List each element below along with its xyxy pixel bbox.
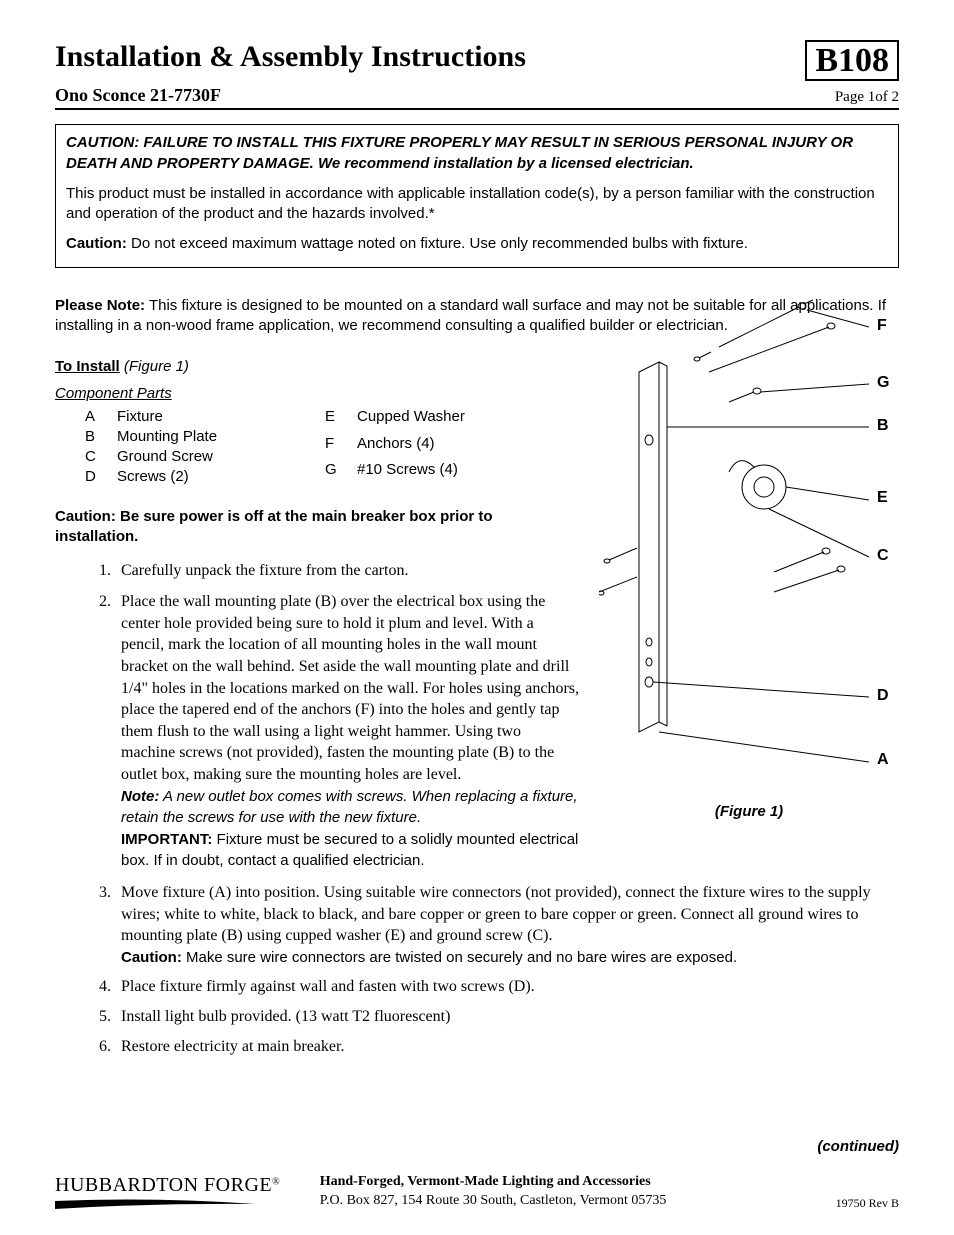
fig-label-g: G [877, 374, 889, 391]
footer: HUBBARDTON FORGE® Hand-Forged, Vermont-M… [55, 1173, 899, 1211]
part-name: Mounting Plate [117, 428, 325, 445]
caution-p3-body: Do not exceed maximum wattage noted on f… [127, 235, 748, 252]
part-name: Cupped Washer [357, 408, 465, 432]
caution-p3: Caution: Do not exceed maximum wattage n… [66, 234, 888, 254]
figure-caption: (Figure 1) [599, 803, 899, 820]
caution-box: CAUTION: FAILURE TO INSTALL THIS FIXTURE… [55, 124, 899, 267]
part-letter: E [325, 408, 347, 432]
caution-main: CAUTION: FAILURE TO INSTALL THIS FIXTURE… [66, 133, 888, 174]
caution-lead-body: FAILURE TO INSTALL THIS FIXTURE PROPERLY… [66, 134, 853, 171]
caution-power: Caution: Be sure power is off at the mai… [55, 507, 579, 548]
parts-col-right: E Cupped Washer F Anchors (4) G #10 Screws … [325, 408, 465, 485]
step-2: Place the wall mounting plate (B) over t… [115, 591, 579, 872]
doc-code-box: B108 [805, 40, 899, 81]
to-install-fig: (Figure 1) [120, 358, 189, 375]
step-1: Carefully unpack the fixture from the ca… [115, 560, 579, 582]
footer-address: P.O. Box 827, 154 Route 30 South, Castle… [320, 1193, 667, 1208]
parts-col-left: A Fixture B Mounting Plate C Ground Screw D… [85, 408, 325, 485]
step-body: Move fixture (A) into position. Using su… [121, 884, 871, 944]
figure-1: F G B E C D A (Figure 1) [599, 292, 899, 882]
footer-center: Hand-Forged, Vermont-Made Lighting and A… [320, 1173, 836, 1211]
fig-label-c: C [877, 547, 889, 564]
step-body: Restore electricity at main breaker. [121, 1038, 344, 1055]
caution-p2: This product must be installed in accord… [66, 184, 888, 225]
step-caution-lead: Caution: [121, 949, 182, 966]
part-letter: F [325, 435, 347, 459]
continued-label: (continued) [817, 1138, 899, 1155]
part-letter: C [85, 448, 107, 465]
step-note-lead: Note: [121, 788, 159, 805]
step-important-lead: IMPORTANT: [121, 831, 212, 848]
component-parts-list: A Fixture B Mounting Plate C Ground Screw D… [85, 408, 579, 485]
step-5: Install light bulb provided. (13 watt T2… [115, 1006, 899, 1028]
steps-list-narrow: Carefully unpack the fixture from the ca… [91, 560, 579, 872]
fig-label-e: E [877, 489, 888, 506]
fig-label-d: D [877, 687, 889, 704]
part-name: Screws (2) [117, 468, 325, 485]
part-letter: B [85, 428, 107, 445]
step-body: Place the wall mounting plate (B) over t… [121, 593, 579, 783]
steps-list-wide: Move fixture (A) into position. Using su… [91, 882, 899, 1057]
part-letter: D [85, 468, 107, 485]
fig-label-b: B [877, 417, 889, 434]
footer-brand: HUBBARDTON FORGE® [55, 1174, 280, 1211]
please-note-lead: Please Note: [55, 297, 145, 314]
part-letter: G [325, 461, 347, 485]
fig-label-f: F [877, 317, 887, 334]
brand-name: HUBBARDTON FORGE [55, 1174, 272, 1196]
step-caution-body: Make sure wire connectors are twisted on… [182, 949, 737, 966]
footer-rev: 19750 Rev B [836, 1196, 899, 1211]
main-title: Installation & Assembly Instructions [55, 40, 526, 74]
step-3: Move fixture (A) into position. Using su… [115, 882, 899, 968]
caution-p3-lead: Caution: [66, 235, 127, 252]
step-4: Place fixture firmly against wall and fa… [115, 976, 899, 998]
part-letter: A [85, 408, 107, 425]
step-6: Restore electricity at main breaker. [115, 1036, 899, 1058]
step-body: Place fixture firmly against wall and fa… [121, 978, 535, 995]
part-name: Anchors (4) [357, 435, 465, 459]
brand-registered-icon: ® [272, 1177, 280, 1188]
product-name: Ono Sconce 21-7730F [55, 85, 221, 106]
part-name: Fixture [117, 408, 325, 425]
brand-swoosh-icon [55, 1197, 255, 1211]
part-name: #10 Screws (4) [357, 461, 465, 485]
page-number: Page 1of 2 [835, 89, 899, 106]
figure-svg: F G B E C D A [599, 292, 899, 792]
footer-tagline: Hand-Forged, Vermont-Made Lighting and A… [320, 1174, 651, 1189]
step-body: Install light bulb provided. (13 watt T2… [121, 1008, 450, 1025]
step-note-body: A new outlet box comes with screws. When… [121, 788, 578, 827]
step-body: Carefully unpack the fixture from the ca… [121, 562, 408, 579]
part-name: Ground Screw [117, 448, 325, 465]
to-install-label: To Install [55, 358, 120, 375]
caution-lead: CAUTION: [66, 134, 139, 151]
fig-label-a: A [877, 751, 889, 768]
